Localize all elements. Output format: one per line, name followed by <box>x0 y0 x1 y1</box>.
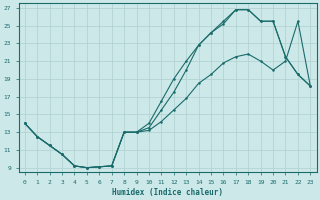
X-axis label: Humidex (Indice chaleur): Humidex (Indice chaleur) <box>112 188 223 197</box>
